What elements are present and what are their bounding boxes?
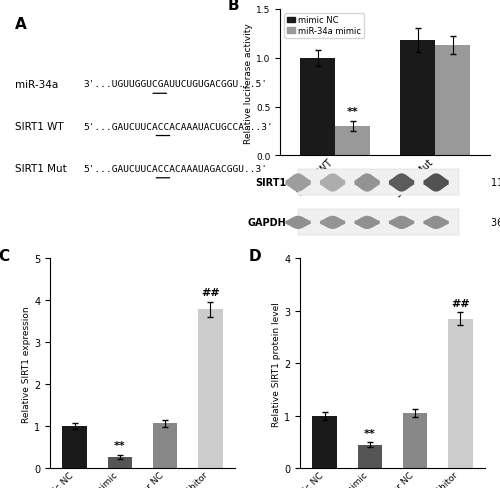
Text: C: C xyxy=(0,248,10,263)
Text: SIRT1: SIRT1 xyxy=(255,178,286,187)
Bar xyxy=(300,59,335,156)
Text: **: ** xyxy=(346,107,358,117)
Bar xyxy=(62,427,87,468)
Text: 36 kDa: 36 kDa xyxy=(491,218,500,227)
Bar xyxy=(108,457,132,468)
Y-axis label: Relative luciferase activity: Relative luciferase activity xyxy=(244,23,253,143)
Text: A: A xyxy=(14,17,26,32)
Text: SIRT1 WT: SIRT1 WT xyxy=(14,122,63,132)
Legend: mimic NC, miR-34a mimic: mimic NC, miR-34a mimic xyxy=(284,14,364,39)
Text: 5'...GAUCUUCACCACAAAUAGACGGU..3': 5'...GAUCUUCACCACAAAUAGACGGU..3' xyxy=(84,164,268,174)
Text: miR-34a: miR-34a xyxy=(14,80,58,90)
Text: B: B xyxy=(228,0,239,13)
Text: **: ** xyxy=(364,428,376,438)
Text: 3'...UGUUGGUCGAUUCUGUGACGGU...5': 3'...UGUUGGUCGAUUCUGUGACGGU...5' xyxy=(84,80,268,89)
Bar xyxy=(335,127,370,156)
Text: ##: ## xyxy=(201,287,220,297)
Text: **: ** xyxy=(114,440,126,449)
FancyBboxPatch shape xyxy=(298,209,458,236)
Y-axis label: Relative SIRT1 protein level: Relative SIRT1 protein level xyxy=(272,301,281,426)
Text: D: D xyxy=(248,248,261,263)
Text: SIRT1 Mut: SIRT1 Mut xyxy=(14,164,66,174)
Text: ##: ## xyxy=(451,299,469,308)
Bar xyxy=(358,445,382,468)
Bar xyxy=(402,413,427,468)
Y-axis label: Relative SIRT1 expression: Relative SIRT1 expression xyxy=(22,305,32,422)
FancyBboxPatch shape xyxy=(298,169,458,196)
Bar xyxy=(400,41,435,156)
Bar xyxy=(435,46,470,156)
Text: 5'...GAUCUUCACCACAAAUACUGCCA...3': 5'...GAUCUUCACCACAAAUACUGCCA...3' xyxy=(84,122,274,131)
Bar xyxy=(448,319,472,468)
Bar xyxy=(312,416,337,468)
Text: GAPDH: GAPDH xyxy=(248,218,286,227)
Bar xyxy=(198,310,222,468)
Text: 110 kDa: 110 kDa xyxy=(491,178,500,187)
Bar xyxy=(152,424,178,468)
